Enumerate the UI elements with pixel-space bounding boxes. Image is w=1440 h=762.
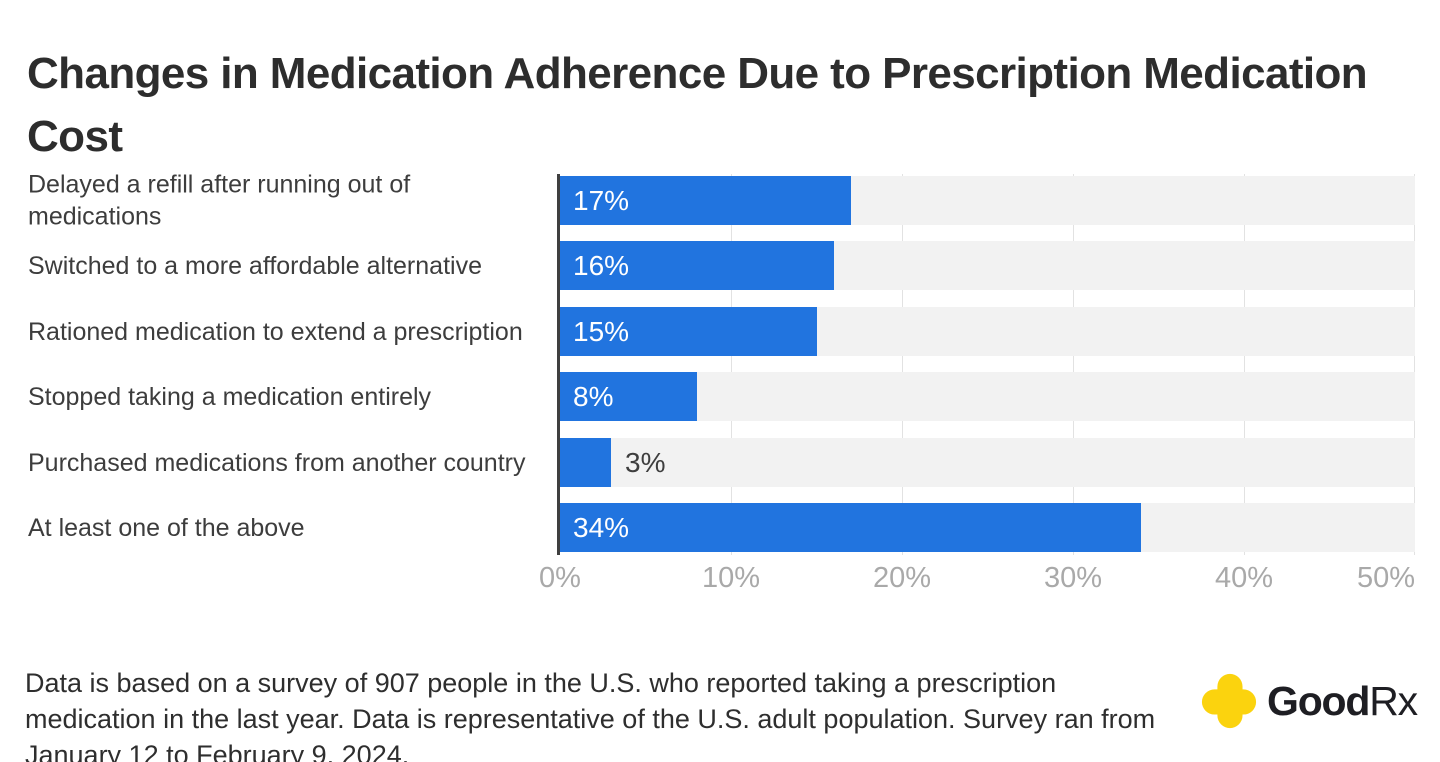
value-label: 8% (573, 381, 614, 412)
category-labels: Delayed a refill after running out of me… (28, 170, 540, 555)
bar-row: 8% (560, 372, 1415, 421)
gridline-40 (1244, 174, 1245, 555)
x-tick-label: 20% (872, 562, 932, 594)
value-label: 17% (573, 185, 630, 216)
bar-row: 15% (560, 307, 1415, 356)
bar-row: 16% (560, 241, 1415, 290)
bar-row: 3% (560, 438, 1415, 487)
category-label: Delayed a refill after running out of me… (28, 170, 411, 231)
bar (560, 438, 611, 487)
category-label: Stopped taking a medication entirely (28, 382, 432, 411)
bar-row: 34% (560, 503, 1415, 552)
value-label: 15% (573, 316, 630, 347)
category-label: Purchased medications from another count… (28, 448, 526, 477)
bar (560, 176, 851, 225)
value-label: 34% (573, 512, 630, 543)
page-title: Changes in Medication Adherence Due to P… (27, 49, 1368, 161)
bar (560, 372, 697, 421)
goodrx-cross-icon (1201, 673, 1257, 729)
x-tick-label: 10% (701, 562, 761, 594)
x-axis-ticks: 0% 10% 20% 30% 40% 50% (539, 562, 1415, 598)
gridline-30 (1073, 174, 1074, 555)
bar (560, 241, 834, 290)
category-label: Rationed medication to extend a prescrip… (28, 317, 523, 346)
goodrx-wordmark: GoodRx (1267, 677, 1418, 725)
value-label: 16% (573, 250, 630, 281)
category-label: At least one of the above (28, 513, 305, 542)
footer-note: Data is based on a survey of 907 people … (25, 668, 1156, 762)
x-tick-label: 50% (1356, 562, 1415, 594)
bar-chart-plot: 17% 16% 15% 8% 3% 34% (557, 174, 1415, 555)
x-tick-label: 30% (1043, 562, 1103, 594)
x-tick-label: 0% (539, 562, 581, 594)
x-tick-label: 40% (1214, 562, 1274, 594)
gridline-50 (1414, 174, 1415, 555)
gridline-20 (902, 174, 903, 555)
bar (560, 307, 817, 356)
goodrx-wordmark-good: Good (1267, 677, 1370, 724)
goodrx-wordmark-rx: Rx (1369, 677, 1418, 724)
bar (560, 503, 1141, 552)
value-label: 3% (625, 447, 666, 478)
gridline-10 (731, 174, 732, 555)
category-label: Switched to a more affordable alternativ… (28, 251, 482, 280)
bar-row: 17% (560, 176, 1415, 225)
goodrx-logo: GoodRx (1200, 672, 1418, 730)
y-axis-line (557, 174, 560, 555)
